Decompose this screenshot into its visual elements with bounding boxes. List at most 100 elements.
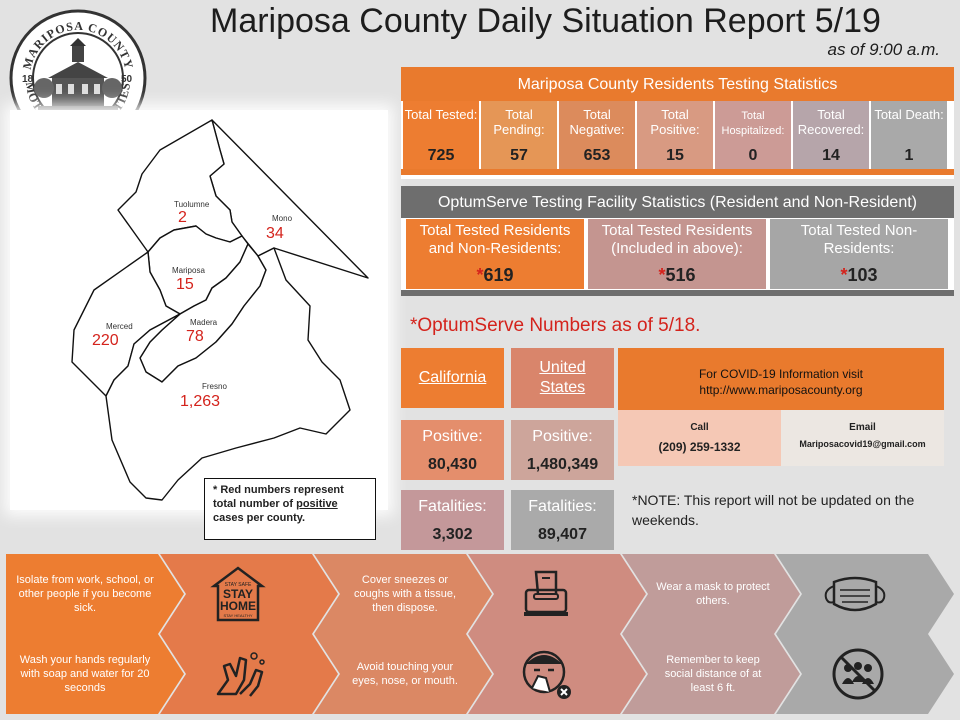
svg-text:STAY: STAY [223,587,253,601]
residents-stat-value: 1 [904,147,914,164]
chevron-shape [776,554,954,634]
tips-row-2-step-4 [468,634,646,714]
residents-stat-label: Total Tested: [404,107,478,122]
chevron-shape [160,554,338,634]
residents-stat-value: 57 [510,147,528,164]
email-panel: Email Mariposacovid19@gmail.com [781,410,944,466]
optumserve-stat-label: Total Tested Residents and Non-Residents… [419,222,571,257]
courthouse-icon [34,38,122,112]
county-count-madera: 78 [186,328,204,345]
residents-stat-label: Total Hospitalized: [721,110,785,137]
county-count-tuolumne: 2 [178,209,187,226]
tips-row-1-step-5: Wear a mask to protect others. [622,554,800,634]
county-name-fresno: Fresno [202,382,227,391]
county-count-mono: 34 [266,225,284,242]
tips-row-2-step-3: Avoid touching your eyes, nose, or mouth… [314,634,492,714]
tips-row-2-step-2 [160,634,338,714]
chevron-shape [6,634,184,714]
california-positive-box: Positive: 80,430 [401,420,504,480]
optumserve-panel: OptumServe Testing Facility Statistics (… [401,186,954,296]
residents-testing-title: Mariposa County Residents Testing Statis… [401,67,954,101]
county-count-mariposa: 15 [176,276,194,293]
tip-text: Wash your hands regularly with soap and … [19,654,151,694]
optumserve-panel-bar [401,290,954,296]
report-subtitle: as of 9:00 a.m. [827,40,940,59]
residents-stat-label: Total Death: [874,107,944,122]
map-note: * Red numbers represent total number of … [204,478,376,540]
seal-year-right: 50 [121,74,133,85]
residents-stat-label: Total Recovered: [797,107,865,137]
fresno-county-shape [105,247,351,501]
chevron-shape [622,634,800,714]
tips-row-2-step-5: Remember to keep social distance of at l… [622,634,800,714]
residents-stat-positive: Total Positive: 15 [637,101,713,169]
chevron-shape [776,634,954,714]
optumserve-stat-label: Total Tested Residents (Included in abov… [601,222,753,257]
county-name-mariposa: Mariposa [172,266,205,275]
info-website-link[interactable]: http://www.mariposacounty.org [699,383,863,397]
optumserve-stat-non-residents: Total Tested Non-Residents: *103 [770,219,948,289]
us-positive-label: Positive: [532,428,593,445]
county-map-shapes [71,119,369,501]
weekend-note: *NOTE: This report will not be updated o… [632,492,915,528]
us-positive-box: Positive: 1,480,349 [511,420,614,480]
optumserve-stat-label: Total Tested Non-Residents: [800,222,918,257]
county-count-fresno: 1,263 [180,393,221,410]
optumserve-stats-row: Total Tested Residents and Non-Residents… [406,219,948,289]
email-address[interactable]: Mariposacovid19@gmail.com [799,439,926,449]
tip-text: Cover sneezes or coughs with a tissue, t… [353,574,457,614]
info-website-panel: For COVID-19 Information visit http://ww… [618,348,944,410]
tips-row-2-step-6 [776,634,954,714]
tips-row-1-step-3: Cover sneezes or coughs with a tissue, t… [314,554,492,634]
phone-number[interactable]: (209) 259-1332 [658,440,741,454]
info-line1: For COVID-19 Information visit [698,367,864,381]
tips-row-1-step-4 [468,554,646,634]
chevron-shape [160,634,338,714]
contact-info-box: For COVID-19 Information visit http://ww… [618,348,944,466]
svg-text:STAY SAFE: STAY SAFE [225,582,252,588]
california-fatalities-box: Fatalities: 3,302 [401,490,504,550]
residents-stat-label: Total Positive: [650,107,700,137]
report-title: Mariposa County Daily Situation Report 5… [210,2,881,40]
residents-stat-value: 14 [822,147,840,164]
tips-row-2-step-1: Wash your hands regularly with soap and … [6,634,184,714]
optumserve-title: OptumServe Testing Facility Statistics (… [401,186,954,218]
optumserve-stat-value: *619 [476,265,514,285]
us-positive-value: 1,480,349 [526,456,599,473]
chevron-shape [314,634,492,714]
county-name-merced: Merced [106,322,133,331]
tips-row-1-step-1: Isolate from work, school, or other peop… [6,554,184,634]
tips-row-1-step-2: STAY SAFE STAY HOME STAY HEALTHY [160,554,338,634]
residents-stat-value: 15 [666,147,684,164]
residents-stat-negative: Total Negative: 653 [559,101,635,169]
tip-text: Remember to keep social distance of at l… [664,654,762,694]
county-map: Tuolumne 2 Mono 34 Mariposa 15 Merced 22… [10,110,388,510]
svg-text:HOME: HOME [220,599,256,613]
optumserve-stat-total: Total Tested Residents and Non-Residents… [406,219,584,289]
residents-stat-recovered: Total Recovered: 14 [793,101,869,169]
chevron-shape [468,634,646,714]
county-name-mono: Mono [272,214,293,223]
tip-text: Wear a mask to protect others. [656,581,770,607]
tip-text: Isolate from work, school, or other peop… [16,574,154,614]
svg-text:STAY HEALTHY: STAY HEALTHY [223,613,252,618]
chevron-shape [6,554,184,634]
residents-stat-hospitalized: Total Hospitalized: 0 [715,101,791,169]
california-fatalities-value: 3,302 [432,526,473,543]
residents-stat-tested: Total Tested: 725 [403,101,479,169]
california-fatalities-label: Fatalities: [418,498,487,515]
residents-panel-bar [401,169,954,175]
optumserve-note: *OptumServe Numbers as of 5/18. [410,315,701,336]
united-states-header[interactable]: United States [511,348,614,408]
county-name-tuolumne: Tuolumne [174,200,210,209]
us-fatalities-label: Fatalities: [528,498,597,515]
seal-year-left: 18 [22,74,34,85]
optumserve-stat-residents: Total Tested Residents (Included in abov… [588,219,766,289]
county-name-madera: Madera [190,318,218,327]
residents-testing-panel: Mariposa County Residents Testing Statis… [401,67,954,179]
optumserve-stat-value: *103 [840,265,878,285]
residents-stat-pending: Total Pending: 57 [481,101,557,169]
california-positive-value: 80,430 [428,456,477,473]
california-header[interactable]: California [401,348,504,408]
residents-stat-death: Total Death: 1 [871,101,947,169]
